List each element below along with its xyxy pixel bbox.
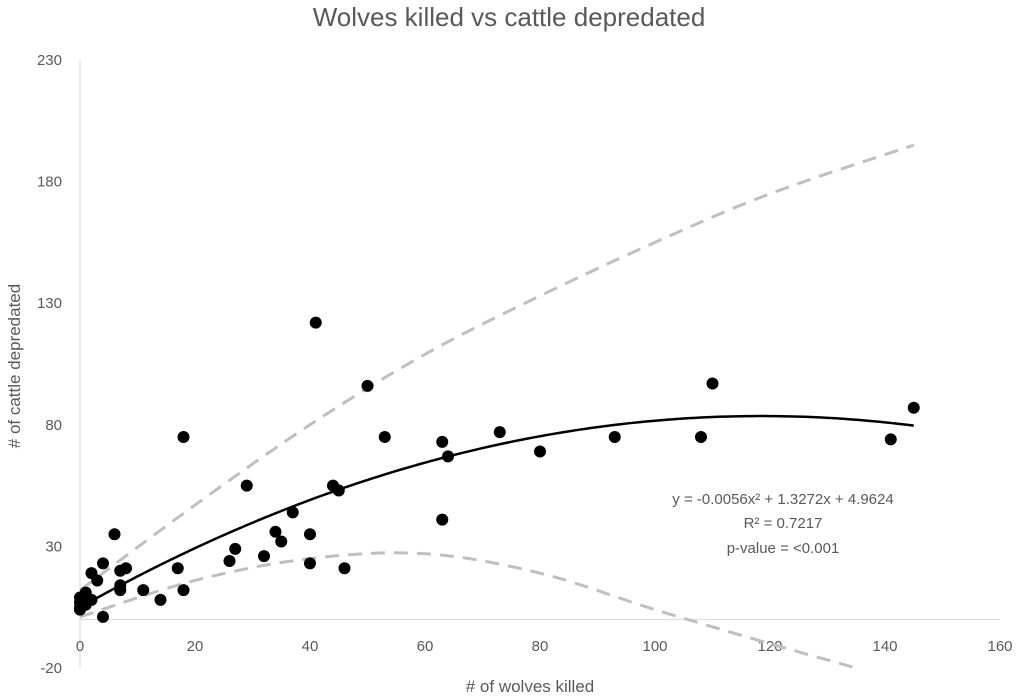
x-tick-label: 60 — [417, 638, 434, 655]
data-point — [304, 557, 316, 570]
data-point — [258, 550, 270, 563]
data-point — [97, 610, 109, 623]
data-point — [338, 562, 351, 575]
data-point — [378, 430, 391, 443]
x-tick-label: 140 — [872, 638, 897, 655]
polynomial-trendline — [79, 414, 914, 609]
data-point — [177, 584, 190, 597]
y-tick-label: 180 — [37, 174, 62, 191]
x-tick-labels: 0 20 40 60 80 100 120 140 160 — [76, 638, 1013, 655]
x-tick-label: 80 — [532, 638, 549, 655]
equation-text: y = -0.0056x² + 1.3272x + 4.9624 — [672, 491, 893, 508]
data-point — [706, 377, 719, 390]
data-point — [269, 525, 282, 538]
data-point — [120, 562, 132, 575]
trendline-annotation: y = -0.0056x² + 1.3272x + 4.9624 R² = 0.… — [672, 491, 893, 557]
x-tick-label: 100 — [642, 638, 667, 655]
data-point — [223, 554, 236, 567]
data-point — [154, 593, 167, 606]
data-point — [177, 430, 190, 443]
data-point — [361, 379, 374, 392]
chart-title: Wolves killed vs cattle depredated — [313, 2, 706, 32]
y-axis-label: # of cattle depredated — [5, 284, 24, 448]
data-point — [240, 479, 253, 492]
data-point — [286, 506, 299, 519]
y-tick-label: 230 — [37, 52, 62, 69]
data-point — [97, 557, 109, 570]
upper-confidence-band — [79, 143, 915, 592]
x-tick-label: 40 — [302, 638, 319, 655]
x-axis-label: # of wolves killed — [466, 677, 595, 696]
data-point — [608, 430, 621, 443]
data-point — [695, 430, 707, 443]
data-point — [534, 445, 546, 458]
y-tick-label: 130 — [37, 295, 62, 312]
data-point — [108, 528, 121, 541]
data-point — [884, 433, 897, 446]
y-tick-label: -20 — [40, 660, 62, 677]
scatter-points — [74, 316, 920, 623]
data-point — [137, 584, 150, 597]
data-point — [436, 435, 449, 448]
data-point — [91, 574, 104, 587]
data-point — [171, 562, 184, 575]
lower-confidence-band — [79, 551, 857, 670]
y-tick-label: 80 — [45, 417, 62, 434]
x-tick-label: 20 — [187, 638, 204, 655]
data-point — [493, 426, 506, 439]
data-point — [229, 542, 242, 555]
confidence-bands — [79, 143, 915, 670]
p-value-text: p-value = <0.001 — [727, 540, 840, 557]
data-point — [436, 513, 449, 526]
data-point — [907, 401, 920, 414]
y-tick-label: 30 — [45, 538, 62, 555]
data-point — [304, 528, 316, 541]
r-squared-text: R² = 0.7217 — [744, 515, 823, 532]
x-tick-label: 160 — [987, 638, 1012, 655]
data-point — [275, 535, 288, 548]
data-point — [309, 316, 322, 329]
x-tick-label: 0 — [76, 638, 84, 655]
y-tick-labels: -20 30 80 130 180 230 — [37, 52, 62, 677]
